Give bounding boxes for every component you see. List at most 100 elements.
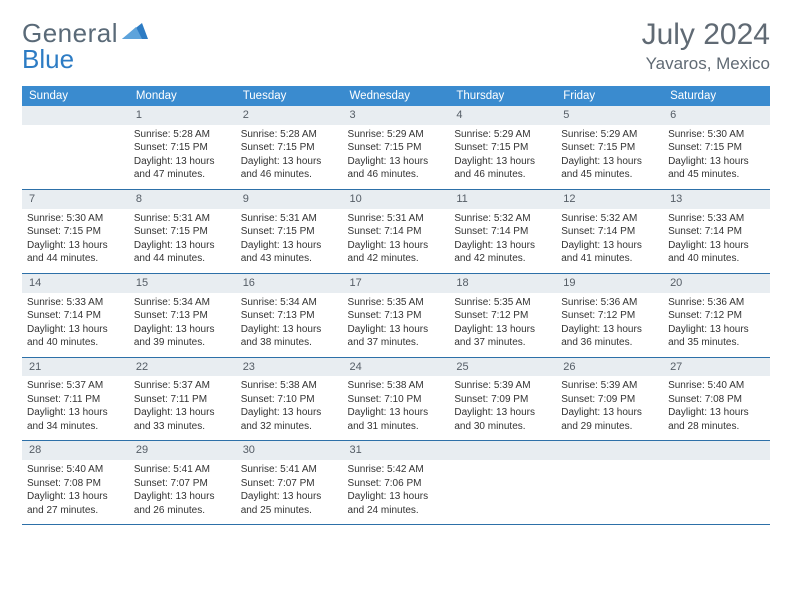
logo-triangle-icon <box>122 21 148 46</box>
daylight-text: Daylight: 13 hours and 25 minutes. <box>241 490 338 517</box>
daylight-text: Daylight: 13 hours and 33 minutes. <box>134 406 231 433</box>
daylight-text: Daylight: 13 hours and 35 minutes. <box>668 323 765 350</box>
sunrise-text: Sunrise: 5:31 AM <box>348 212 445 226</box>
day-number: 8 <box>129 189 236 208</box>
day-number: 10 <box>343 189 450 208</box>
content-row: Sunrise: 5:30 AMSunset: 7:15 PM Daylight:… <box>22 209 770 274</box>
daylight-text: Daylight: 13 hours and 42 minutes. <box>454 239 551 266</box>
day-cell: Sunrise: 5:35 AMSunset: 7:12 PMDaylight:… <box>449 293 556 358</box>
day-number: 30 <box>236 441 343 460</box>
sunset-text: Sunset: 7:11 PM <box>134 393 231 407</box>
sunrise-text: Sunrise: 5:34 AM <box>241 296 338 310</box>
brand-name-2: Blue <box>22 44 74 75</box>
sunrise-text: Sunrise: 5:32 AM <box>454 212 551 226</box>
empty-cell <box>663 460 770 525</box>
weekday-header: Thursday <box>449 86 556 106</box>
sunset-text: Sunset: 7:14 PM <box>561 225 658 239</box>
calendar-body: 123456 Sunrise: 5:28 AMSunset: 7:15 PMDa… <box>22 106 770 525</box>
sunrise-text: Sunrise: 5:29 AM <box>348 128 445 142</box>
daylight-text: Daylight: 13 hours and 40 minutes. <box>27 323 124 350</box>
daylight-text: Daylight: 13 hours and 46 minutes. <box>454 155 551 182</box>
day-cell: Sunrise: 5:36 AMSunset: 7:12 PMDaylight:… <box>663 293 770 358</box>
day-cell: Sunrise: 5:39 AMSunset: 7:09 PMDaylight:… <box>556 376 663 441</box>
day-number: 23 <box>236 357 343 376</box>
sunset-text: Sunset: 7:09 PM <box>561 393 658 407</box>
daynum-row: 14151617181920 <box>22 273 770 292</box>
sunrise-text: Sunrise: 5:37 AM <box>27 379 124 393</box>
content-row: Sunrise: 5:28 AMSunset: 7:15 PMDaylight:… <box>22 125 770 190</box>
weekday-header: Friday <box>556 86 663 106</box>
empty-cell <box>22 106 129 125</box>
sunrise-text: Sunrise: 5:36 AM <box>668 296 765 310</box>
header: General July 2024 Yavaros, Mexico <box>22 18 770 74</box>
empty-cell <box>556 460 663 525</box>
sunrise-text: Sunrise: 5:39 AM <box>561 379 658 393</box>
day-cell: Sunrise: 5:34 AMSunset: 7:13 PMDaylight:… <box>236 293 343 358</box>
sunset-text: Sunset: 7:15 PM <box>27 225 124 239</box>
sunset-text: Sunset: 7:15 PM <box>561 141 658 155</box>
day-cell: Sunrise: 5:40 AMSunset: 7:08 PMDaylight:… <box>22 460 129 525</box>
day-number: 19 <box>556 273 663 292</box>
day-cell: Sunrise: 5:41 AMSunset: 7:07 PMDaylight:… <box>129 460 236 525</box>
sunrise-text: Sunrise: 5:42 AM <box>348 463 445 477</box>
day-cell: Sunrise: 5:32 AMSunset: 7:14 PMDaylight:… <box>556 209 663 274</box>
location-label: Yavaros, Mexico <box>642 54 770 74</box>
daylight-text: Daylight: 13 hours and 42 minutes. <box>348 239 445 266</box>
day-cell: Sunrise: 5:33 AMSunset: 7:14 PMDaylight:… <box>22 293 129 358</box>
daylight-text: Daylight: 13 hours and 45 minutes. <box>561 155 658 182</box>
daylight-text: Daylight: 13 hours and 29 minutes. <box>561 406 658 433</box>
weekday-header: Saturday <box>663 86 770 106</box>
sunset-text: Sunset: 7:12 PM <box>561 309 658 323</box>
day-number: 14 <box>22 273 129 292</box>
sunrise-text: Sunrise: 5:40 AM <box>27 463 124 477</box>
day-cell: Sunrise: 5:29 AMSunset: 7:15 PMDaylight:… <box>449 125 556 190</box>
sunset-text: Sunset: 7:13 PM <box>241 309 338 323</box>
daylight-text: Daylight: 13 hours and 39 minutes. <box>134 323 231 350</box>
daylight-text: Daylight: 13 hours and 44 minutes. <box>134 239 231 266</box>
day-number: 20 <box>663 273 770 292</box>
day-number: 27 <box>663 357 770 376</box>
sunset-text: Sunset: 7:14 PM <box>454 225 551 239</box>
day-number: 29 <box>129 441 236 460</box>
sunrise-text: Sunrise: 5:38 AM <box>241 379 338 393</box>
daylight-text: Daylight: 13 hours and 32 minutes. <box>241 406 338 433</box>
day-number: 4 <box>449 106 556 125</box>
day-number: 21 <box>22 357 129 376</box>
day-number: 7 <box>22 189 129 208</box>
day-cell: Sunrise: 5:28 AMSunset: 7:15 PMDaylight:… <box>129 125 236 190</box>
sunset-text: Sunset: 7:14 PM <box>668 225 765 239</box>
sunrise-text: Sunrise: 5:31 AM <box>241 212 338 226</box>
daylight-text: Daylight: 13 hours and 27 minutes. <box>27 490 124 517</box>
day-cell: Sunrise: 5:36 AMSunset: 7:12 PMDaylight:… <box>556 293 663 358</box>
empty-cell <box>449 460 556 525</box>
sunrise-text: Sunrise: 5:38 AM <box>348 379 445 393</box>
sunset-text: Sunset: 7:14 PM <box>27 309 124 323</box>
weekday-header: Wednesday <box>343 86 450 106</box>
sunset-text: Sunset: 7:12 PM <box>454 309 551 323</box>
daylight-text: Daylight: 13 hours and 26 minutes. <box>134 490 231 517</box>
sunrise-text: Sunrise: 5:30 AM <box>27 212 124 226</box>
day-cell: Sunrise: 5:29 AMSunset: 7:15 PMDaylight:… <box>343 125 450 190</box>
daylight-text: Daylight: 13 hours and 45 minutes. <box>668 155 765 182</box>
sunset-text: Sunset: 7:06 PM <box>348 477 445 491</box>
sunset-text: Sunset: 7:07 PM <box>241 477 338 491</box>
daylight-text: Daylight: 13 hours and 37 minutes. <box>348 323 445 350</box>
sunset-text: Sunset: 7:13 PM <box>134 309 231 323</box>
sunset-text: Sunset: 7:15 PM <box>668 141 765 155</box>
sunrise-text: Sunrise: 5:41 AM <box>134 463 231 477</box>
sunrise-text: Sunrise: 5:29 AM <box>561 128 658 142</box>
day-number: 24 <box>343 357 450 376</box>
sunset-text: Sunset: 7:15 PM <box>348 141 445 155</box>
sunrise-text: Sunrise: 5:33 AM <box>668 212 765 226</box>
daylight-text: Daylight: 13 hours and 28 minutes. <box>668 406 765 433</box>
sunset-text: Sunset: 7:14 PM <box>348 225 445 239</box>
sunset-text: Sunset: 7:11 PM <box>27 393 124 407</box>
sunrise-text: Sunrise: 5:28 AM <box>134 128 231 142</box>
sunrise-text: Sunrise: 5:29 AM <box>454 128 551 142</box>
sunset-text: Sunset: 7:12 PM <box>668 309 765 323</box>
day-cell: Sunrise: 5:41 AMSunset: 7:07 PMDaylight:… <box>236 460 343 525</box>
day-cell: Sunrise: 5:31 AMSunset: 7:14 PMDaylight:… <box>343 209 450 274</box>
daylight-text: Daylight: 13 hours and 36 minutes. <box>561 323 658 350</box>
daylight-text: Daylight: 13 hours and 31 minutes. <box>348 406 445 433</box>
daylight-text: Daylight: 13 hours and 46 minutes. <box>348 155 445 182</box>
